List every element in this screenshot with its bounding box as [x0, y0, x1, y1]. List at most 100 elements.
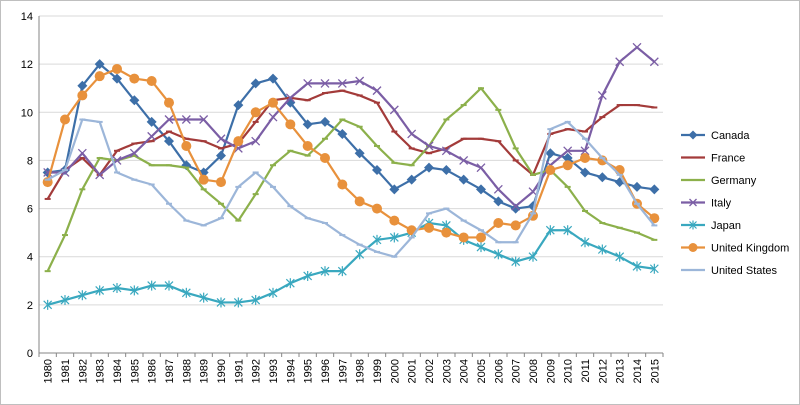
point	[459, 155, 469, 165]
series-line	[46, 87, 655, 272]
legend-label: Canada	[711, 130, 750, 142]
x-tick-label: 2013	[615, 359, 627, 383]
point	[545, 148, 556, 159]
point	[147, 131, 157, 141]
point	[302, 140, 313, 151]
point	[303, 78, 313, 88]
point	[355, 76, 365, 86]
point	[60, 114, 70, 125]
x-tick-label: 1987	[164, 359, 176, 383]
point	[511, 256, 521, 267]
x-tick-label: 2010	[563, 359, 575, 383]
x-tick-label: 1980	[43, 359, 55, 383]
point	[216, 134, 226, 144]
point	[129, 73, 140, 84]
legend-entry: United States	[681, 265, 778, 277]
x-tick-label: 1996	[320, 359, 332, 383]
point	[458, 174, 469, 185]
point	[112, 73, 122, 84]
point	[147, 280, 157, 291]
y-tick-label: 6	[27, 204, 33, 216]
x-tick-label: 1994	[285, 359, 297, 383]
point	[476, 163, 486, 173]
point	[562, 160, 573, 171]
legend-entry: Canada	[681, 130, 750, 142]
point	[441, 146, 451, 156]
series-line	[47, 221, 655, 306]
point	[580, 167, 590, 178]
y-tick-label: 4	[27, 252, 33, 264]
point	[354, 196, 365, 207]
series-japan	[43, 218, 659, 310]
point	[181, 115, 191, 124]
point	[597, 172, 608, 183]
point	[528, 251, 538, 262]
point	[649, 57, 659, 67]
y-tick-label: 14	[21, 11, 33, 23]
point	[372, 203, 382, 214]
point	[198, 174, 209, 185]
y-tick-label: 10	[21, 107, 33, 119]
point	[216, 177, 226, 188]
point	[268, 287, 278, 298]
legend-label: United Kingdom	[711, 243, 789, 255]
point	[424, 222, 434, 233]
point	[302, 119, 313, 130]
point	[580, 146, 590, 156]
point	[441, 227, 452, 238]
legend-label: United States	[711, 265, 778, 277]
series-italy	[43, 42, 659, 211]
point	[129, 285, 139, 296]
legend-entry: Japan	[681, 220, 741, 232]
x-tick-label: 2006	[493, 359, 505, 383]
legend-entry: United Kingdom	[681, 243, 789, 255]
x-tick-label: 2004	[459, 359, 471, 383]
point	[476, 242, 486, 253]
point	[285, 119, 296, 130]
point	[389, 105, 399, 115]
point	[320, 266, 330, 277]
x-tick-label: 1990	[216, 359, 228, 383]
point	[320, 78, 330, 88]
point	[337, 128, 348, 139]
point	[164, 115, 174, 124]
legend-label: Germany	[711, 175, 757, 187]
series-lines	[42, 42, 660, 310]
point	[216, 150, 226, 161]
x-tick-label: 2009	[545, 359, 557, 383]
point	[528, 187, 538, 197]
x-tick-label: 1991	[233, 359, 245, 383]
point	[112, 63, 122, 74]
y-tick-label: 8	[27, 155, 33, 167]
x-tick-label: 2008	[528, 359, 540, 383]
point	[181, 140, 192, 151]
point	[597, 90, 607, 100]
y-tick-label: 2	[27, 300, 33, 312]
series-united-states	[44, 118, 658, 258]
point	[511, 201, 521, 211]
point	[250, 107, 261, 118]
point	[354, 148, 365, 159]
point	[146, 75, 157, 86]
point	[389, 184, 400, 195]
point	[580, 237, 590, 248]
legend-entry: Italy	[681, 198, 732, 210]
x-tick-label: 2012	[597, 359, 609, 383]
y-tick-label: 0	[27, 348, 33, 360]
x-tick-label: 2003	[441, 359, 453, 383]
point	[649, 184, 660, 195]
point	[689, 198, 697, 207]
x-tick-label: 2002	[424, 359, 436, 383]
point	[563, 225, 573, 236]
point	[337, 78, 347, 88]
point	[233, 297, 243, 308]
point	[632, 181, 642, 192]
point	[562, 153, 573, 164]
point	[94, 59, 105, 70]
point	[77, 148, 87, 158]
point	[476, 184, 486, 195]
point	[389, 232, 399, 243]
point	[406, 174, 417, 185]
legend-label: Japan	[711, 220, 741, 232]
